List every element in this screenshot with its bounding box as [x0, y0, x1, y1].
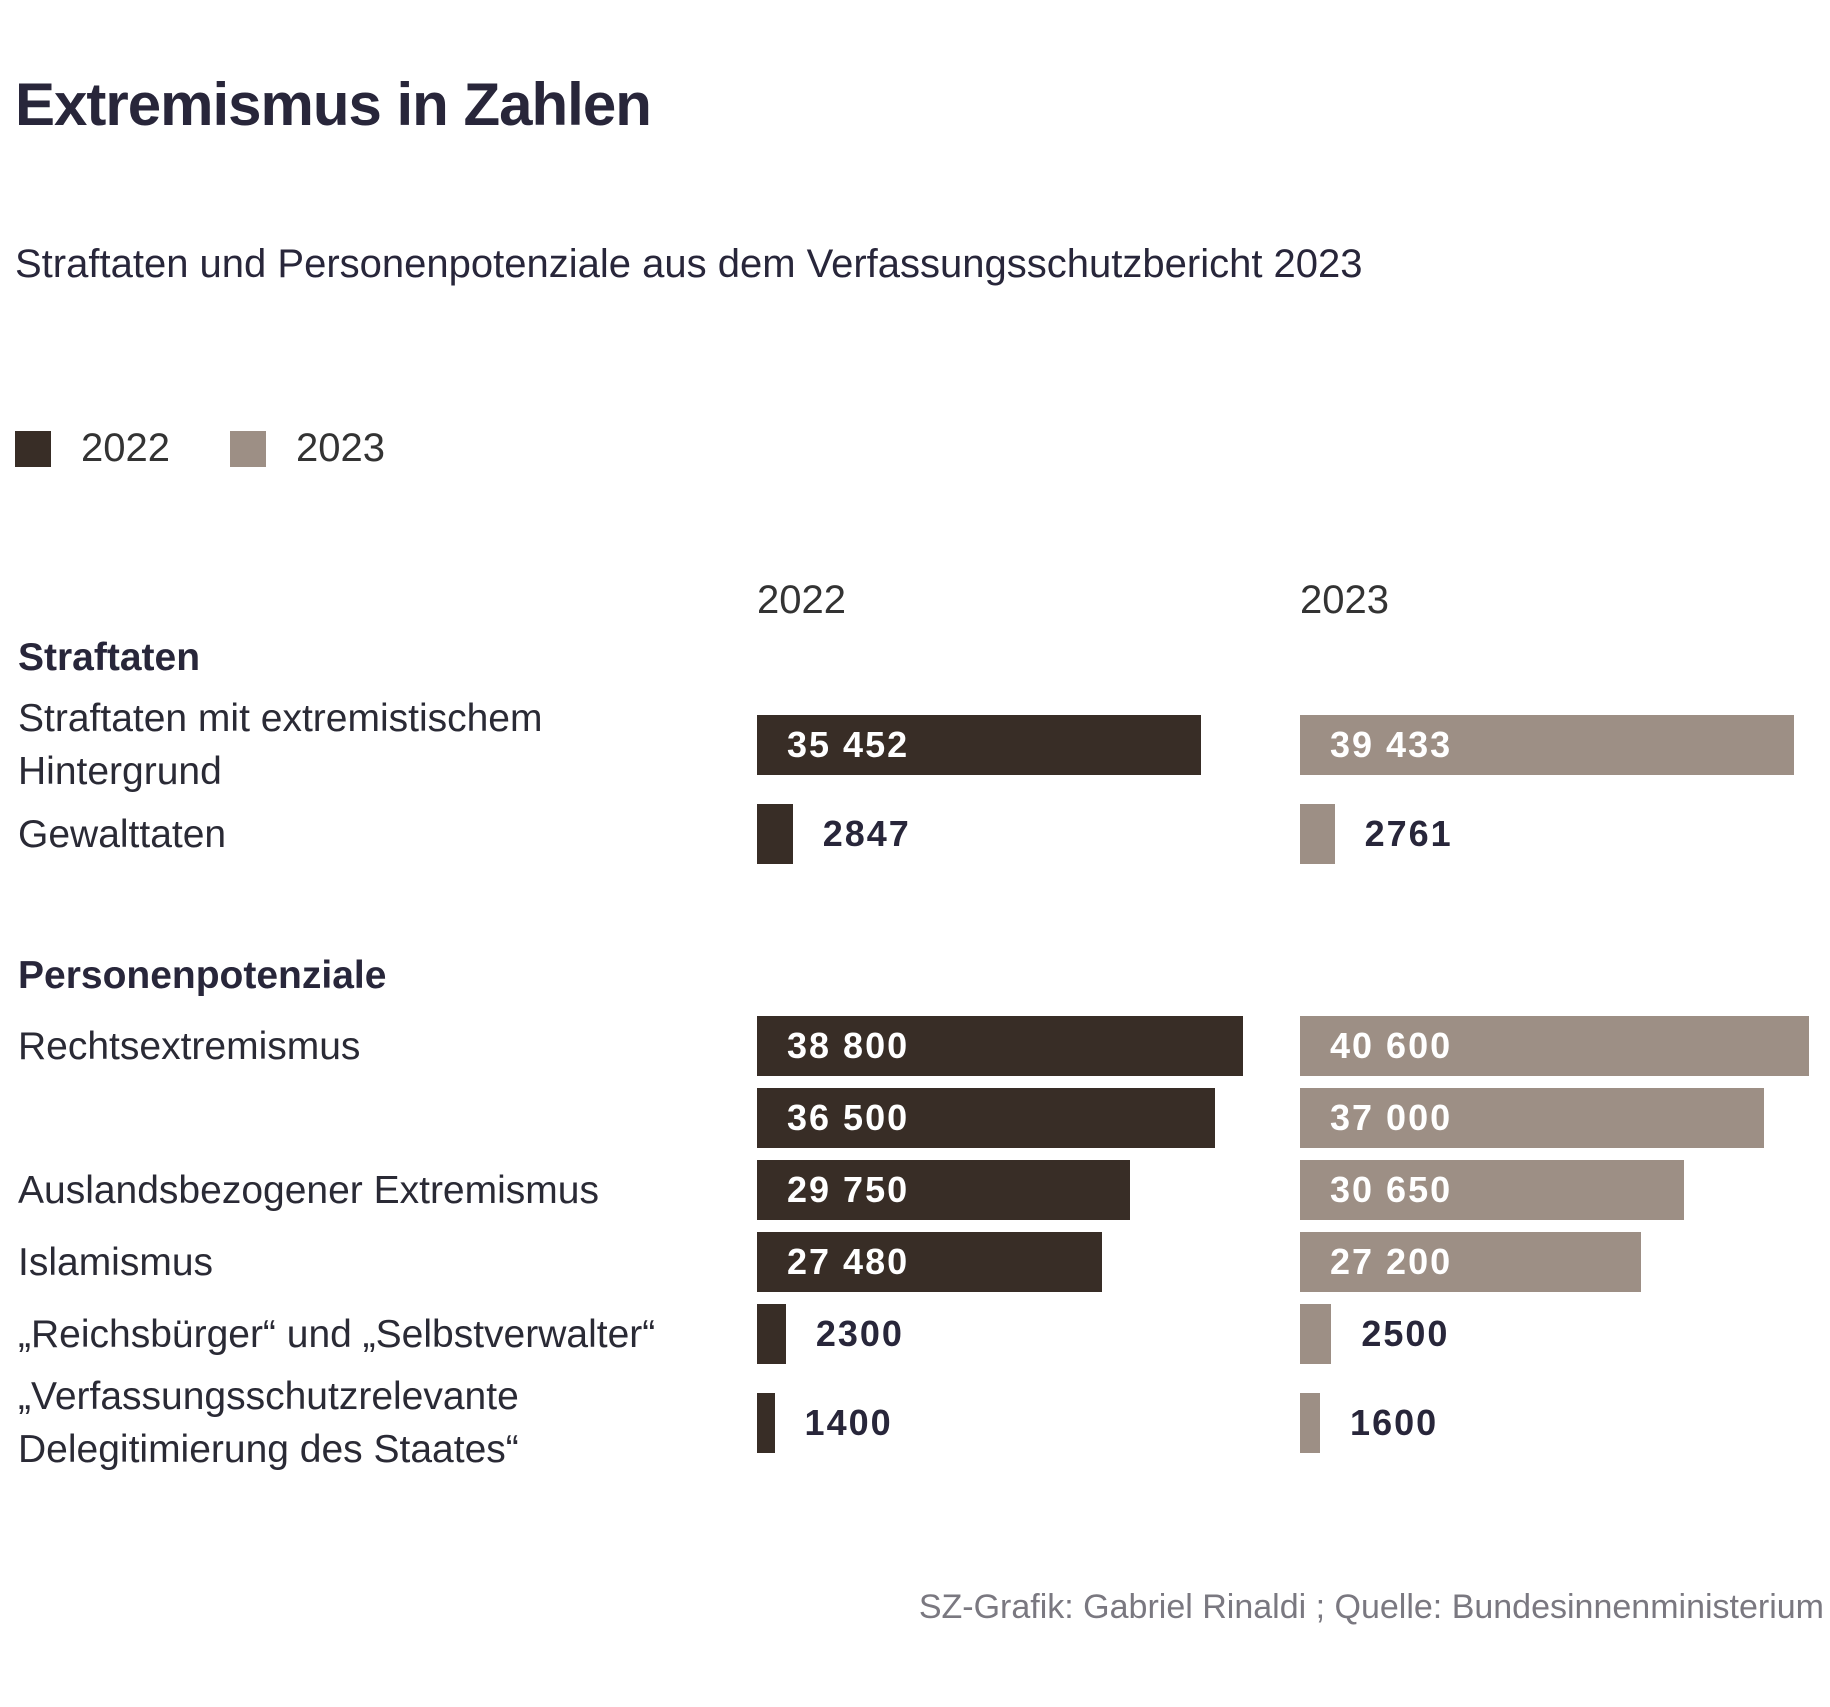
value-label: 2761 — [1364, 813, 1453, 854]
row: Gewalttaten 2847 2761 — [18, 798, 1818, 870]
legend-item: 2023 — [229, 426, 385, 471]
bar — [1300, 1393, 1321, 1453]
bar — [1300, 804, 1335, 864]
row: 36 500 37 000 — [18, 1082, 1818, 1154]
source: SZ-Grafik: Gabriel Rinaldi ; Quelle: Bun… — [918, 1588, 1824, 1626]
category-label: „Verfassungsschutzrelevante Delegitimier… — [18, 1375, 519, 1471]
bar — [757, 1160, 1130, 1220]
bar — [757, 715, 1202, 775]
legend-label: 2023 — [295, 426, 385, 470]
bar — [1300, 1088, 1764, 1148]
legend: 2022 2023 — [15, 426, 445, 471]
category-label: Straftaten mit extremistischem Hintergru… — [18, 697, 543, 793]
value-label: 38 800 — [787, 1025, 910, 1066]
value-label: 36 500 — [787, 1097, 910, 1138]
bar-cell: 1600 — [1300, 1393, 1830, 1453]
bar-cell: 27 200 — [1300, 1232, 1830, 1292]
bar-cell: 2847 — [757, 804, 1300, 864]
section-title: Straftaten — [18, 636, 201, 679]
category-label: Auslandsbezogener Extremismus — [18, 1168, 599, 1212]
column-header: 2023 — [1300, 578, 1389, 622]
category-label: Gewalttaten — [18, 812, 227, 856]
legend-swatch — [15, 430, 51, 467]
bar-cell: 29 750 — [757, 1160, 1300, 1220]
bar — [1300, 1016, 1809, 1076]
category-label: Rechtsextremismus — [18, 1024, 361, 1068]
row: Auslandsbezogener Extremismus 29 750 30 65… — [18, 1154, 1818, 1226]
bar-cell: 39 433 — [1300, 715, 1830, 775]
category-label: „Reichsbürger“ und „Selbstverwalter“ — [18, 1312, 656, 1356]
value-label: 30 650 — [1330, 1169, 1453, 1210]
category-label: Islamismus — [18, 1240, 214, 1284]
value-label: 1600 — [1350, 1402, 1439, 1443]
value-label: 35 452 — [787, 724, 910, 765]
value-label: 1400 — [804, 1402, 893, 1443]
bar — [757, 1088, 1215, 1148]
bar — [1300, 1304, 1332, 1364]
bar — [1300, 1232, 1641, 1292]
bar-cell: 27 480 — [757, 1232, 1300, 1292]
bar — [1300, 715, 1795, 775]
bar — [757, 1232, 1102, 1292]
bar-cell: 35 452 — [757, 715, 1300, 775]
bar-cell: 30 650 — [1300, 1160, 1830, 1220]
legend-swatch — [229, 430, 266, 467]
bar — [1300, 1160, 1685, 1220]
bar-cell: 1400 — [757, 1393, 1300, 1453]
legend-label: 2022 — [81, 426, 170, 470]
value-label: 27 200 — [1330, 1241, 1453, 1282]
bar — [757, 804, 793, 864]
bar-cell: 2300 — [757, 1304, 1300, 1364]
value-label: 27 480 — [787, 1241, 910, 1282]
chart: 2022 2023 Straftaten Straftaten mit extre… — [18, 572, 1818, 1476]
chart-subtitle: Straftaten und Personenpotenziale aus de… — [15, 242, 1363, 286]
row: Straftaten mit extremistischem Hintergru… — [18, 692, 1818, 798]
bar-cell: 2500 — [1300, 1304, 1830, 1364]
row: „Reichsbürger“ und „Selbstverwalter“ 2300… — [18, 1298, 1818, 1370]
value-label: 40 600 — [1330, 1025, 1453, 1066]
bar — [757, 1016, 1244, 1076]
value-label: 2500 — [1361, 1313, 1450, 1354]
value-label: 39 433 — [1330, 724, 1453, 765]
bar-cell: 2761 — [1300, 804, 1830, 864]
value-label: 2847 — [822, 813, 911, 854]
row: Rechtsextremismus 38 800 40 600 — [18, 1010, 1818, 1082]
bar — [757, 1304, 786, 1364]
bar-cell: 36 500 — [757, 1088, 1300, 1148]
column-header: 2022 — [757, 578, 846, 622]
legend-item: 2022 — [15, 426, 170, 471]
column-header-row: 2022 2023 — [18, 572, 1818, 628]
row: „Verfassungsschutzrelevante Delegitimier… — [18, 1370, 1818, 1476]
bar-cell: 40 600 — [1300, 1016, 1830, 1076]
chart-title: Extremismus in Zahlen — [15, 71, 652, 138]
bar — [757, 1393, 775, 1453]
bar-cell: 38 800 — [757, 1016, 1300, 1076]
row: Islamismus 27 480 27 200 — [18, 1226, 1818, 1298]
value-label: 29 750 — [787, 1169, 910, 1210]
value-label: 2300 — [815, 1313, 904, 1354]
section-title: Personenpotenziale — [18, 954, 387, 997]
bar-cell: 37 000 — [1300, 1088, 1830, 1148]
value-label: 37 000 — [1330, 1097, 1453, 1138]
